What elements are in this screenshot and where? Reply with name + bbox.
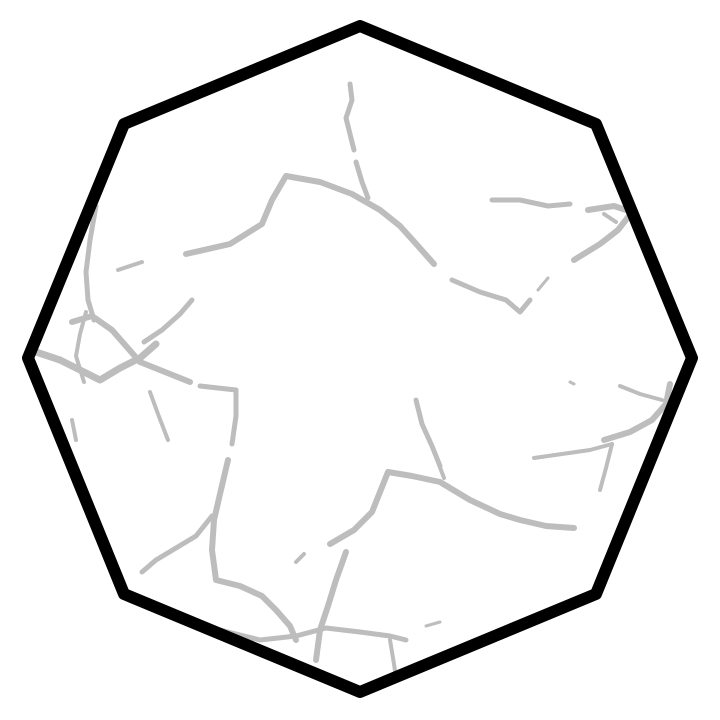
crack-line bbox=[69, 313, 193, 385]
crack-line bbox=[618, 384, 664, 402]
crack-line bbox=[449, 277, 533, 315]
crack-line bbox=[602, 212, 618, 224]
octagon-fill bbox=[28, 26, 692, 692]
crack-line bbox=[294, 552, 306, 564]
crack-line bbox=[217, 625, 409, 643]
crack-line bbox=[568, 380, 576, 386]
crack-line bbox=[598, 442, 614, 492]
crack-line bbox=[413, 397, 443, 469]
crack-line bbox=[436, 460, 446, 480]
crack-line bbox=[313, 549, 349, 663]
crack-line bbox=[536, 276, 550, 292]
crack-line bbox=[70, 418, 78, 442]
crack-line bbox=[571, 203, 635, 263]
crack-line bbox=[197, 383, 239, 447]
marble-cracks bbox=[28, 81, 673, 692]
crack-line bbox=[74, 310, 88, 384]
octagon-outline bbox=[22, 20, 698, 698]
crack-line bbox=[183, 173, 437, 267]
crack-line bbox=[532, 442, 614, 460]
crack-line bbox=[139, 513, 215, 575]
crack-line bbox=[601, 381, 673, 443]
crack-line bbox=[141, 297, 195, 345]
crack-line bbox=[116, 260, 144, 272]
crack-line bbox=[424, 620, 442, 628]
crack-line bbox=[209, 457, 299, 643]
crack-line bbox=[327, 469, 577, 547]
crack-line bbox=[83, 203, 99, 323]
crack-line bbox=[489, 197, 573, 209]
crack-line bbox=[148, 390, 170, 442]
crack-line bbox=[353, 159, 371, 201]
crack-line bbox=[343, 81, 357, 153]
